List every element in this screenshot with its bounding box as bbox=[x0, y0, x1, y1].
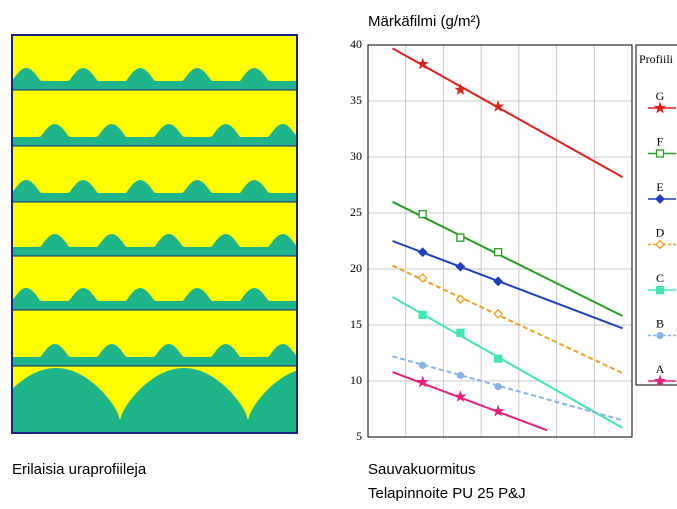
marker bbox=[456, 328, 465, 337]
marker bbox=[454, 83, 467, 95]
trend-line bbox=[392, 240, 623, 330]
marker bbox=[416, 375, 429, 388]
y-tick-label: 30 bbox=[350, 149, 362, 163]
marker bbox=[494, 382, 502, 391]
profile-wave bbox=[12, 234, 297, 256]
trend-line bbox=[392, 355, 623, 422]
y-tick-label: 40 bbox=[350, 37, 362, 51]
marker bbox=[493, 276, 504, 287]
y-tick-label: 20 bbox=[350, 261, 362, 275]
marker bbox=[456, 233, 465, 242]
legend-marker bbox=[655, 149, 665, 158]
marker bbox=[455, 261, 466, 272]
profile-wave bbox=[12, 368, 297, 433]
legend-label: F bbox=[657, 134, 664, 148]
legend-title: Profiili bbox=[639, 52, 674, 66]
profile-background bbox=[12, 35, 297, 433]
legend-marker bbox=[655, 239, 665, 250]
profile-wave bbox=[12, 68, 297, 90]
y-tick-label: 25 bbox=[350, 205, 362, 219]
legend-marker bbox=[653, 374, 667, 387]
legend-marker bbox=[655, 194, 665, 204]
marker bbox=[417, 247, 428, 258]
legend-label: B bbox=[656, 316, 664, 330]
legend-marker bbox=[656, 331, 664, 340]
marker bbox=[454, 390, 467, 402]
x-label: Telapinnoite PU 25 P&J bbox=[368, 485, 526, 502]
legend-box bbox=[635, 44, 677, 386]
y-tick-label: 10 bbox=[350, 373, 362, 387]
marker bbox=[493, 248, 503, 257]
y-tick-label: 5 bbox=[356, 429, 362, 443]
marker bbox=[418, 310, 427, 320]
marker bbox=[416, 57, 429, 70]
x-label: Sauvakuormitus bbox=[368, 461, 476, 478]
trend-line bbox=[392, 200, 624, 317]
legend-marker bbox=[655, 285, 665, 295]
chart-title: Märkäfilmi (g/m²) bbox=[368, 13, 481, 30]
profile-wave bbox=[12, 124, 297, 146]
marker bbox=[456, 371, 465, 380]
profile-illustration bbox=[12, 35, 297, 433]
profile-wave bbox=[12, 344, 297, 366]
legend-label: C bbox=[656, 271, 664, 285]
marker bbox=[491, 100, 505, 112]
legend-label: A bbox=[656, 362, 665, 376]
legend-label: E bbox=[656, 180, 663, 194]
trend-line bbox=[392, 296, 624, 429]
trend-line bbox=[392, 47, 624, 179]
caption: Erilaisia uraprofiileja bbox=[12, 461, 147, 478]
profile-wave bbox=[12, 288, 297, 310]
marker bbox=[418, 209, 427, 219]
marker bbox=[419, 361, 427, 369]
y-tick-label: 15 bbox=[350, 317, 362, 331]
marker bbox=[493, 308, 504, 319]
trend-line bbox=[392, 264, 623, 375]
y-tick-label: 35 bbox=[350, 93, 362, 107]
marker bbox=[491, 404, 505, 417]
marker bbox=[493, 354, 503, 363]
profile-wave bbox=[12, 180, 297, 202]
legend-marker bbox=[653, 101, 667, 114]
marker bbox=[417, 273, 428, 283]
plot-frame bbox=[367, 44, 633, 438]
legend-label: D bbox=[656, 225, 665, 239]
marker bbox=[455, 294, 466, 305]
legend-label: G bbox=[656, 89, 665, 103]
illustration-frame bbox=[11, 34, 298, 434]
trend-line bbox=[392, 371, 548, 432]
